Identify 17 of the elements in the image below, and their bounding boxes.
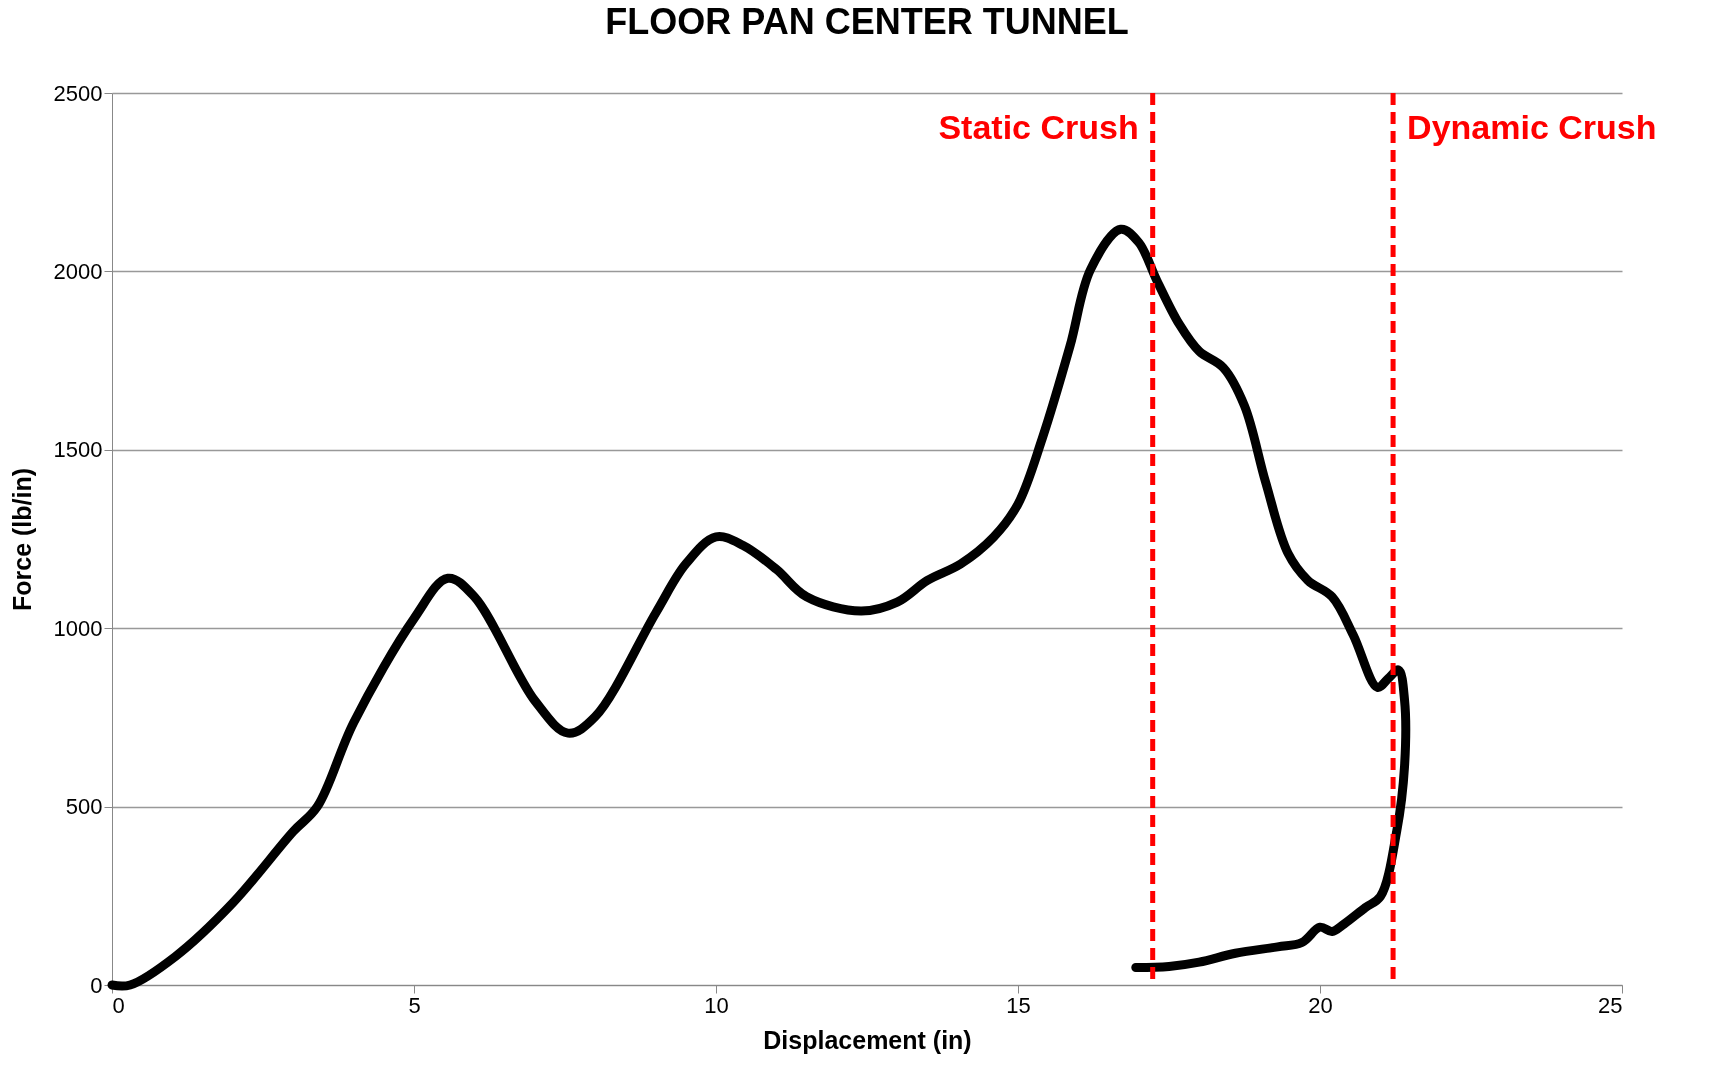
x-tick-label: 25 [1598, 992, 1623, 1018]
x-axis-title: Displacement (in) [763, 1025, 972, 1054]
x-tick-label: 20 [1308, 992, 1333, 1018]
x-tick-label: 10 [704, 992, 729, 1018]
ref-line-label: Static Crush [938, 108, 1139, 146]
y-tick-label: 500 [65, 794, 103, 820]
y-axis-title: Force (lb/in) [7, 467, 36, 612]
chart-title: FLOOR PAN CENTER TUNNEL [605, 1, 1129, 42]
x-tick-label: 0 [112, 992, 125, 1018]
ref-line-label: Dynamic Crush [1407, 108, 1657, 146]
x-tick-label: 15 [1006, 992, 1031, 1018]
y-tick-label: 0 [90, 972, 103, 998]
y-tick-label: 1000 [53, 615, 103, 641]
y-tick-label: 2500 [53, 80, 103, 106]
y-tick-label: 2000 [53, 258, 103, 284]
y-tick-label: 1500 [53, 437, 103, 463]
x-tick-label: 5 [408, 992, 421, 1018]
